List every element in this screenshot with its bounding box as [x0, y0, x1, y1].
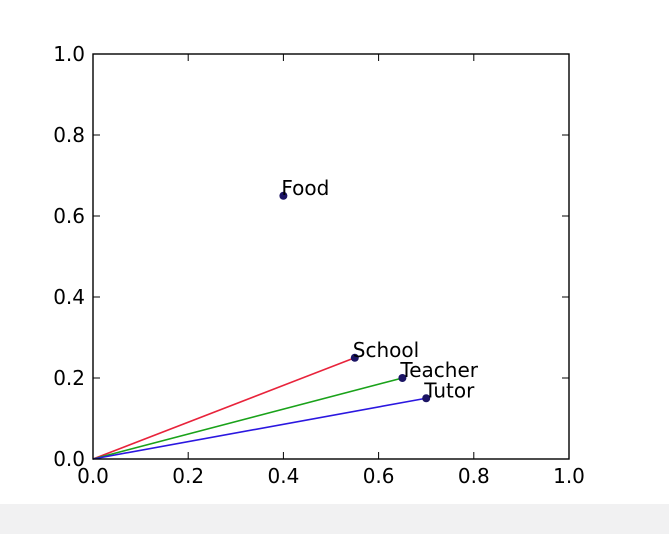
y-tick-label: 0.6	[53, 204, 85, 228]
y-tick-labels: 0.0 0.2 0.4 0.6 0.8 1.0	[53, 42, 85, 471]
x-tick-labels: 0.0 0.2 0.4 0.6 0.8 1.0	[77, 464, 585, 488]
x-tick-label: 0.6	[363, 464, 395, 488]
y-tick-label: 0.8	[53, 123, 85, 147]
point-label-teacher: Teacher	[399, 358, 478, 382]
point-tutor	[422, 394, 431, 403]
x-tick-label: 0.0	[77, 464, 109, 488]
point-teacher	[398, 374, 407, 382]
point-label-food: Food	[281, 176, 329, 200]
point-food	[279, 191, 288, 200]
x-tick-label: 1.0	[553, 464, 585, 488]
vector-line-tutor	[92, 397, 427, 460]
vector-line-teacher	[92, 377, 403, 460]
data-points	[279, 191, 431, 403]
x-tick-label: 0.8	[458, 464, 490, 488]
x-tick-label: 0.2	[172, 464, 204, 488]
y-tick-label: 0.0	[53, 447, 85, 471]
x-tick-label: 0.4	[267, 464, 299, 488]
y-tick-label: 0.2	[53, 366, 85, 390]
ticks	[92, 53, 570, 460]
vector-line-school	[92, 357, 356, 460]
point-school	[350, 353, 359, 362]
point-label-tutor: Tutor	[423, 378, 475, 402]
point-label-school: School	[353, 338, 419, 362]
axes-frame	[92, 53, 570, 460]
vector-lines	[92, 357, 427, 460]
y-tick-label: 0.4	[53, 285, 85, 309]
bottom-strip	[0, 504, 669, 534]
y-tick-label: 1.0	[53, 42, 85, 66]
